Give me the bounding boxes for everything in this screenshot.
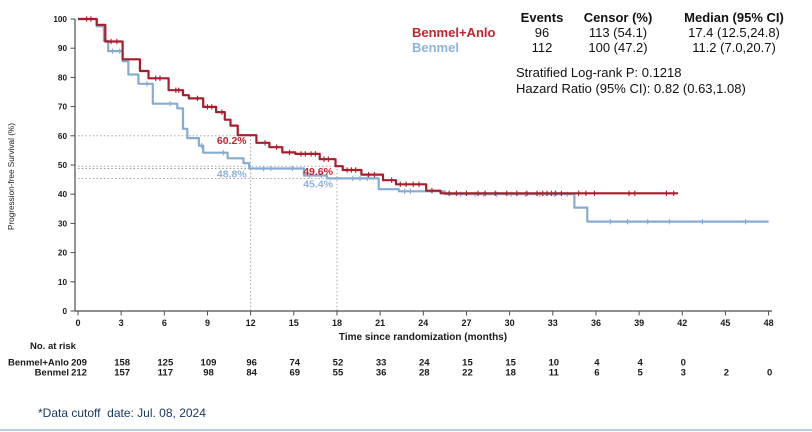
y-tick-label: 100 — [53, 15, 67, 24]
at-risk-count: 84 — [246, 368, 257, 379]
y-tick-label: 60 — [58, 132, 68, 141]
stat-test-lines: Stratified Log-rank P: 0.1218 Hazard Rat… — [516, 65, 746, 96]
x-tick-label: 12 — [246, 318, 256, 328]
stats-header-events: Events — [520, 10, 564, 25]
at-risk-count: 4 — [637, 358, 643, 369]
y-tick-label: 90 — [58, 44, 68, 53]
legend-benmel: Benmel — [412, 40, 459, 55]
at-risk-count: 24 — [419, 358, 430, 369]
x-tick-label: 45 — [720, 318, 730, 328]
x-tick-label: 39 — [634, 318, 644, 328]
x-tick-label: 30 — [505, 318, 515, 328]
y-tick-label: 30 — [58, 219, 68, 228]
legend-benmel-anlo: Benmel+Anlo — [412, 25, 496, 40]
at-risk-count: 36 — [376, 368, 387, 379]
survival-annotation: 45.4% — [303, 178, 333, 190]
at-risk-count: 2 — [724, 368, 729, 379]
at-risk-row-label-benmel: Benmel — [35, 368, 69, 379]
x-tick-label: 24 — [418, 318, 428, 328]
at-risk-count: 74 — [290, 358, 301, 369]
y-tick-label: 40 — [58, 190, 68, 199]
stats-spacer — [408, 10, 512, 25]
at-risk-count: 15 — [462, 358, 473, 369]
y-tick-label: 80 — [58, 73, 68, 82]
survival-annotation: 60.2% — [217, 135, 247, 147]
at-risk-count: 212 — [71, 368, 87, 379]
at-risk-count: 11 — [549, 368, 560, 379]
stats-header-censor: Censor (%) — [583, 10, 653, 25]
x-tick-label: 33 — [548, 318, 558, 328]
at-risk-count: 69 — [290, 368, 301, 379]
at-risk-count: 4 — [594, 358, 600, 369]
at-risk-count: 10 — [548, 358, 559, 369]
survival-annotation: 49.6% — [303, 166, 333, 178]
at-risk-title: No. at risk — [30, 341, 77, 352]
y-tick-label: 70 — [58, 103, 68, 112]
censor-benmel-anlo: 113 (54.1) — [588, 25, 648, 40]
at-risk-count: 28 — [419, 368, 430, 379]
at-risk-count: 22 — [462, 368, 473, 379]
hazard-ratio-line: Hazard Ratio (95% CI): 0.82 (0.63,1.08) — [516, 80, 746, 96]
events-benmel-anlo: 96 — [534, 25, 550, 40]
at-risk-count: 33 — [376, 358, 387, 369]
y-axis-title: Progression-free Survival (%) — [7, 123, 16, 230]
y-tick-label: 10 — [58, 278, 68, 287]
x-tick-label: 15 — [289, 318, 299, 328]
at-risk-count: 209 — [71, 358, 87, 369]
y-tick-label: 0 — [62, 307, 67, 316]
data-cutoff-note: *Data cutoff date: Jul. 08, 2024 — [38, 406, 206, 420]
censor-benmel: 100 (47.2) — [588, 40, 648, 55]
at-risk-count: 158 — [114, 358, 130, 369]
x-tick-label: 0 — [75, 318, 80, 328]
at-risk-count: 55 — [333, 368, 344, 379]
x-tick-label: 36 — [591, 318, 601, 328]
x-tick-label: 18 — [332, 318, 342, 328]
stats-header-median: Median (95% CI) — [684, 10, 784, 25]
at-risk-count: 157 — [114, 368, 130, 379]
logrank-line: Stratified Log-rank P: 0.1218 — [516, 65, 682, 80]
events-benmel: 112 — [531, 40, 553, 55]
median-benmel: 11.2 (7.0,20.7) — [692, 40, 776, 55]
median-benmel-anlo: 17.4 (12.5,24.8) — [688, 25, 780, 40]
x-tick-label: 27 — [461, 318, 471, 328]
at-risk-count: 52 — [333, 358, 344, 369]
x-tick-label: 48 — [764, 318, 774, 328]
at-risk-count: 18 — [505, 368, 516, 379]
x-tick-label: 9 — [205, 318, 210, 328]
x-axis-title: Time since randomization (months) — [339, 332, 507, 343]
bottom-accent-line — [0, 429, 812, 431]
at-risk-count: 98 — [203, 368, 214, 379]
km-chart: Progression-free Survival (%) Time since… — [7, 15, 774, 379]
at-risk-count: 15 — [505, 358, 516, 369]
x-tick-label: 21 — [375, 318, 385, 328]
at-risk-count: 109 — [201, 358, 217, 369]
at-risk-count: 0 — [681, 358, 686, 369]
y-tick-label: 50 — [58, 161, 68, 170]
at-risk-count: 6 — [594, 368, 599, 379]
at-risk-row-label-benmel-anlo: Benmel+Anlo — [8, 358, 69, 369]
km-curve-benmel-anlo — [78, 17, 678, 195]
x-tick-label: 6 — [162, 318, 167, 328]
at-risk-count: 3 — [681, 368, 686, 379]
x-tick-label: 42 — [677, 318, 687, 328]
y-tick-label: 20 — [58, 249, 68, 258]
survival-annotation: 48.8% — [217, 169, 247, 181]
at-risk-count: 125 — [157, 358, 174, 369]
at-risk-count: 0 — [767, 368, 772, 379]
x-tick-label: 3 — [119, 318, 124, 328]
at-risk-count: 96 — [246, 358, 257, 369]
stats-table: Events Censor (%) Median (95% CI) Benmel… — [408, 10, 804, 55]
at-risk-count: 5 — [637, 368, 643, 379]
at-risk-count: 117 — [158, 368, 173, 379]
